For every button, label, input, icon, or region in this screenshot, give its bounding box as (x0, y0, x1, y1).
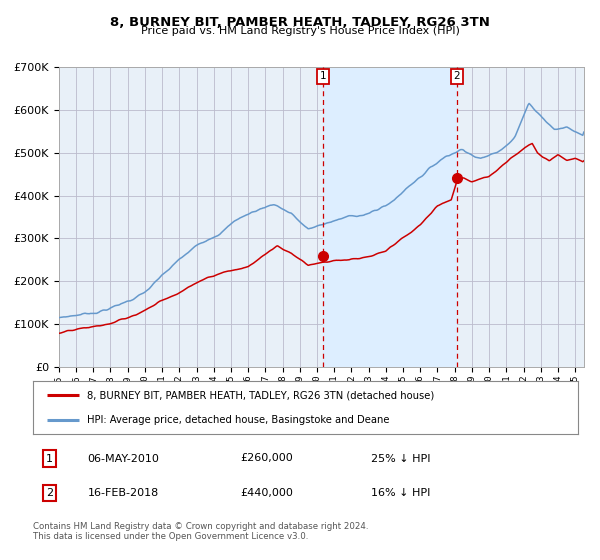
Text: HPI: Average price, detached house, Basingstoke and Deane: HPI: Average price, detached house, Basi… (88, 414, 390, 424)
Text: £440,000: £440,000 (240, 488, 293, 498)
Text: 25% ↓ HPI: 25% ↓ HPI (371, 454, 430, 464)
Text: 8, BURNEY BIT, PAMBER HEATH, TADLEY, RG26 3TN (detached house): 8, BURNEY BIT, PAMBER HEATH, TADLEY, RG2… (88, 390, 435, 400)
Text: Contains HM Land Registry data © Crown copyright and database right 2024.
This d: Contains HM Land Registry data © Crown c… (33, 522, 368, 542)
Text: £260,000: £260,000 (240, 454, 293, 464)
Text: Price paid vs. HM Land Registry's House Price Index (HPI): Price paid vs. HM Land Registry's House … (140, 26, 460, 36)
Text: 2: 2 (454, 72, 460, 81)
Bar (323, 67, 457, 367)
Text: 1: 1 (46, 454, 53, 464)
Text: 16% ↓ HPI: 16% ↓ HPI (371, 488, 430, 498)
Text: 16-FEB-2018: 16-FEB-2018 (88, 488, 159, 498)
Text: 2: 2 (46, 488, 53, 498)
Text: 8, BURNEY BIT, PAMBER HEATH, TADLEY, RG26 3TN: 8, BURNEY BIT, PAMBER HEATH, TADLEY, RG2… (110, 16, 490, 29)
Text: 1: 1 (320, 72, 326, 81)
Text: 06-MAY-2010: 06-MAY-2010 (88, 454, 160, 464)
